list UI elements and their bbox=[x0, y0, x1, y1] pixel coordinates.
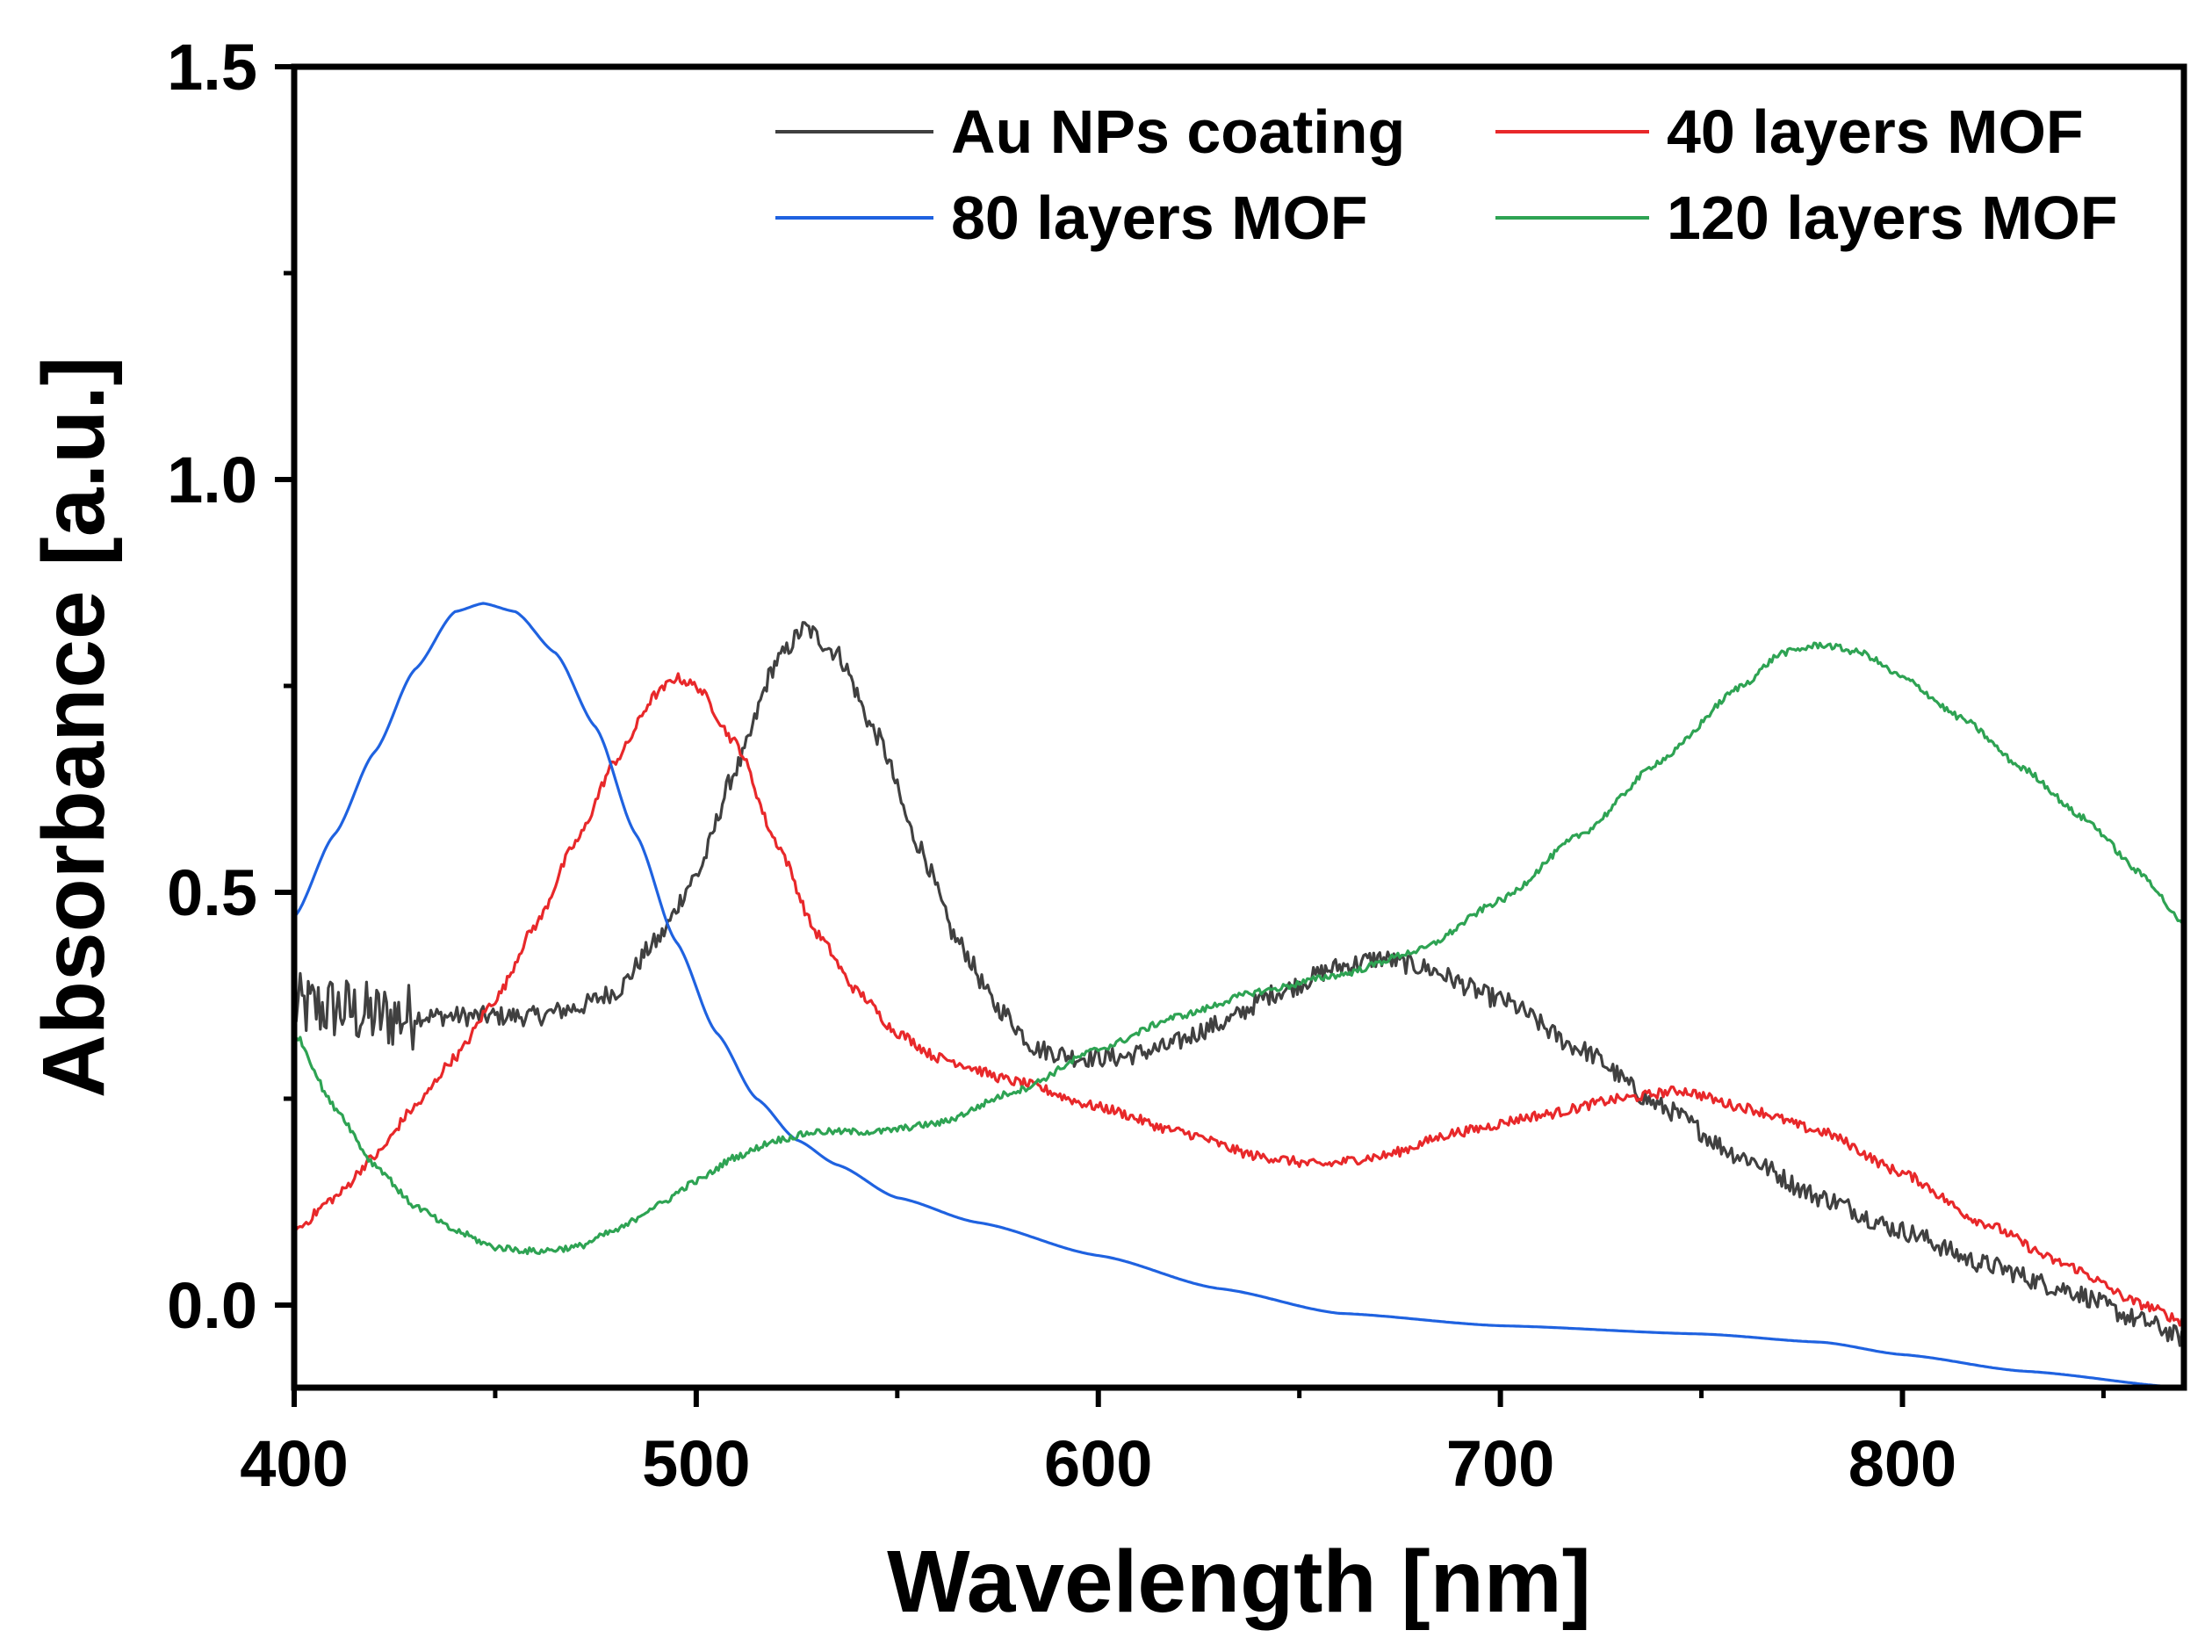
ticks-layer: 400 500 600 700 800 0.0 0.5 1.0 1.5 bbox=[167, 31, 2106, 1500]
y-tick-label: 1.0 bbox=[167, 444, 257, 516]
series-line-au-nps-coating bbox=[292, 621, 2186, 1347]
legend-label: 120 layers MOF bbox=[1667, 184, 2118, 252]
plot-frame bbox=[291, 63, 2187, 1391]
x-tick-label: 400 bbox=[240, 1427, 348, 1500]
x-tick-label: 700 bbox=[1446, 1427, 1554, 1500]
series-line-120-layers-mof bbox=[292, 641, 2185, 1256]
series-line-40-layers-mof bbox=[292, 672, 2186, 1327]
legend-label: 40 layers MOF bbox=[1667, 97, 2084, 166]
legend: Au NPs coating 40 layers MOF 80 layers MOF… bbox=[775, 97, 2118, 252]
series-layer bbox=[292, 602, 2186, 1389]
y-tick-label: 1.5 bbox=[167, 31, 257, 104]
x-tick-label: 800 bbox=[1848, 1427, 1956, 1500]
x-tick-label: 500 bbox=[642, 1427, 750, 1500]
y-tick-label: 0.0 bbox=[167, 1269, 257, 1342]
legend-label: 80 layers MOF bbox=[951, 184, 1368, 252]
series-line-80-layers-mof bbox=[292, 602, 2185, 1389]
y-axis-title: Absorbance [a.u.] bbox=[25, 357, 123, 1099]
y-tick-label: 0.5 bbox=[167, 856, 257, 929]
x-axis-title: Wavelength [nm] bbox=[887, 1533, 1591, 1631]
x-tick-label: 600 bbox=[1044, 1427, 1152, 1500]
legend-label: Au NPs coating bbox=[951, 97, 1405, 166]
